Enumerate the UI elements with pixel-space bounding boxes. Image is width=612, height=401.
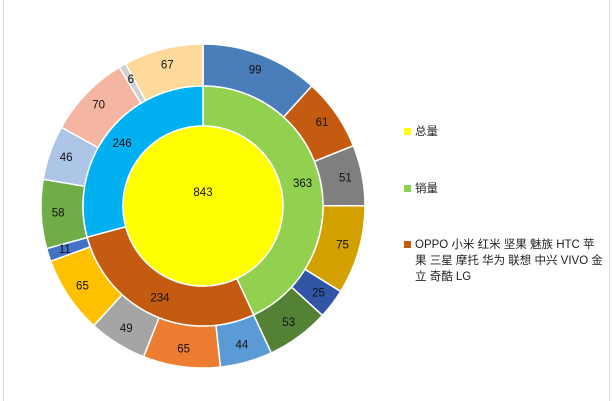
center-total-label: 843	[193, 187, 212, 199]
middle-label-0: 363	[293, 178, 312, 190]
outer-label-5: 53	[282, 317, 295, 329]
outer-label-3: 75	[336, 240, 349, 252]
outer-label-13: 70	[92, 99, 105, 111]
outer-label-9: 65	[76, 281, 89, 293]
donut-chart: 99 61 51 75 25 53 44 65 49 65 11 58 46 70 6 67 363 234 246…	[40, 43, 366, 369]
center-disk	[122, 125, 284, 287]
center-total-disk	[122, 125, 284, 287]
legend-label-sales: 销量	[415, 183, 438, 195]
outer-label-12: 46	[60, 152, 73, 164]
middle-label-2: 246	[112, 138, 131, 150]
outer-label-4: 25	[312, 288, 325, 300]
outer-label-2: 51	[339, 172, 352, 184]
data-labels: 99 61 51 75 25 53 44 65 49 65 11 58 46 70 6 67 363 234 246…	[52, 59, 352, 355]
frame-border-left	[3, 0, 4, 401]
outer-label-15: 67	[161, 59, 174, 71]
middle-label-1: 234	[150, 292, 170, 304]
legend-item-sales: 销量	[404, 181, 605, 197]
legend-item-brands: OPPO 小米 红米 坚果 魅族 HTC 苹果 三星 摩托 华为 联想 中兴 V…	[404, 237, 605, 285]
legend-swatch-total	[404, 128, 411, 135]
outer-label-0: 99	[249, 65, 262, 77]
middle-ring	[82, 85, 324, 327]
outer-label-11: 58	[52, 207, 65, 219]
outer-label-6: 44	[235, 340, 248, 352]
legend-item-total: 总量	[404, 124, 605, 140]
legend-label-total: 总量	[415, 126, 438, 138]
outer-label-7: 65	[177, 344, 190, 356]
outer-label-10: 11	[59, 244, 71, 256]
legend: 总量 销量 OPPO 小米 红米 坚果 魅族 HTC 苹果 三星 摩托 华为 联…	[404, 0, 604, 401]
legend-swatch-sales	[404, 185, 411, 192]
legend-swatch-brands	[404, 241, 411, 248]
outer-label-14: 6	[128, 74, 134, 86]
outer-label-8: 49	[120, 323, 133, 335]
legend-label-brands: OPPO 小米 红米 坚果 魅族 HTC 苹果 三星 摩托 华为 联想 中兴 V…	[415, 239, 603, 283]
frame-border-right	[609, 0, 610, 401]
outer-label-1: 61	[316, 117, 329, 129]
